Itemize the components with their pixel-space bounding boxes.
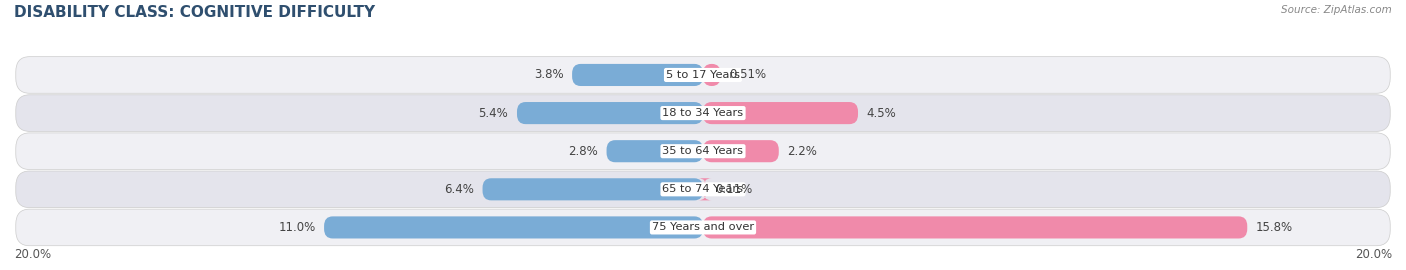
FancyBboxPatch shape xyxy=(606,140,703,162)
Text: 20.0%: 20.0% xyxy=(14,248,51,261)
Text: 20.0%: 20.0% xyxy=(1355,248,1392,261)
Text: 35 to 64 Years: 35 to 64 Years xyxy=(662,146,744,156)
FancyBboxPatch shape xyxy=(703,140,779,162)
Text: 18 to 34 Years: 18 to 34 Years xyxy=(662,108,744,118)
Text: 0.11%: 0.11% xyxy=(716,183,752,196)
Text: 5 to 17 Years: 5 to 17 Years xyxy=(666,70,740,80)
Text: 0.51%: 0.51% xyxy=(730,69,766,82)
FancyBboxPatch shape xyxy=(703,216,1247,238)
Text: Source: ZipAtlas.com: Source: ZipAtlas.com xyxy=(1281,5,1392,15)
Text: 11.0%: 11.0% xyxy=(278,221,315,234)
FancyBboxPatch shape xyxy=(699,178,711,200)
Text: 75 Years and over: 75 Years and over xyxy=(652,222,754,232)
FancyBboxPatch shape xyxy=(15,57,1391,93)
Text: 6.4%: 6.4% xyxy=(444,183,474,196)
Text: 65 to 74 Years: 65 to 74 Years xyxy=(662,184,744,194)
Text: DISABILITY CLASS: COGNITIVE DIFFICULTY: DISABILITY CLASS: COGNITIVE DIFFICULTY xyxy=(14,5,375,21)
Text: 3.8%: 3.8% xyxy=(534,69,564,82)
FancyBboxPatch shape xyxy=(15,95,1391,131)
FancyBboxPatch shape xyxy=(703,102,858,124)
Text: 5.4%: 5.4% xyxy=(478,107,509,120)
FancyBboxPatch shape xyxy=(323,216,703,238)
Text: 15.8%: 15.8% xyxy=(1256,221,1294,234)
FancyBboxPatch shape xyxy=(15,171,1391,208)
Text: 4.5%: 4.5% xyxy=(866,107,897,120)
Text: 2.8%: 2.8% xyxy=(568,145,598,158)
FancyBboxPatch shape xyxy=(15,133,1391,170)
Text: 2.2%: 2.2% xyxy=(787,145,817,158)
FancyBboxPatch shape xyxy=(15,209,1391,246)
FancyBboxPatch shape xyxy=(703,64,720,86)
FancyBboxPatch shape xyxy=(517,102,703,124)
FancyBboxPatch shape xyxy=(482,178,703,200)
FancyBboxPatch shape xyxy=(572,64,703,86)
